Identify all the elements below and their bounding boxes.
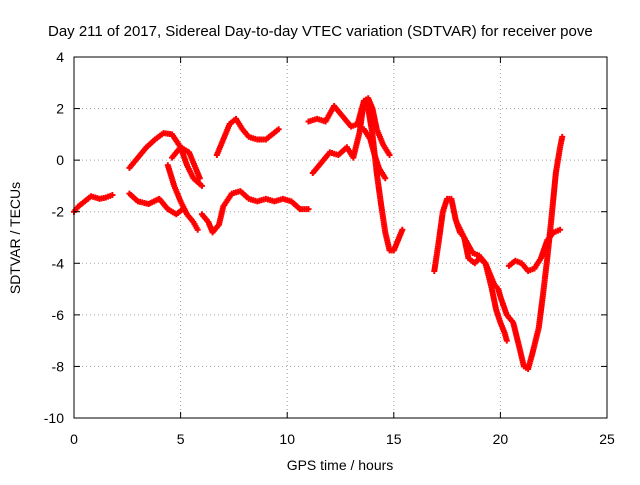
series-pass-5 [169,144,203,182]
y-tick-label: 4 [56,49,64,65]
y-tick-label: 0 [56,152,64,168]
series-pass-12 [454,133,566,373]
data-point [196,175,203,182]
data-point [198,182,205,189]
data-point [305,206,312,213]
x-tick-label: 15 [386,431,402,447]
y-tick-label: -8 [52,358,65,374]
series-pass-10 [360,126,389,182]
y-axis-label: SDTVAR / TECUs [7,182,23,294]
chart-title: Day 211 of 2017, Sidereal Day-to-day VTE… [48,23,593,40]
series-pass-4 [164,162,201,233]
data-point [386,151,393,158]
x-tick-label: 5 [177,431,185,447]
x-tick-label: 20 [493,431,509,447]
y-tick-label: -10 [44,410,64,426]
data-point [109,191,116,198]
y-tick-label: -6 [52,307,65,323]
data-point [194,226,201,233]
y-tick-label: -2 [52,204,65,220]
series-pass-7 [213,115,282,158]
tick-labels: 0 5 10 15 20 25 -10 -8 -6 -4 -2 0 2 4 [44,49,615,447]
series-pass-9 [309,97,406,254]
x-axis-label: GPS time / hours [287,457,394,473]
x-tick-label: 10 [279,431,295,447]
data-point [557,226,564,233]
x-tick-label: 25 [599,431,615,447]
x-tick-label: 0 [70,431,78,447]
data-point [559,133,566,140]
y-tick-label: 2 [56,101,64,117]
data-point [399,226,406,233]
data-point [503,337,510,344]
axes [73,56,608,419]
data-marks [71,95,566,373]
series-pass-11 [431,195,510,344]
series-pass-6 [198,188,312,236]
series-pass-1 [71,191,116,215]
series-pass-2 [126,130,205,189]
data-point [275,126,282,133]
data-point [382,175,389,182]
series-pass-13 [505,226,564,275]
series-pass-3 [126,190,186,218]
plot-frame [73,56,608,419]
grid [74,57,607,418]
y-tick-label: -4 [52,255,65,271]
